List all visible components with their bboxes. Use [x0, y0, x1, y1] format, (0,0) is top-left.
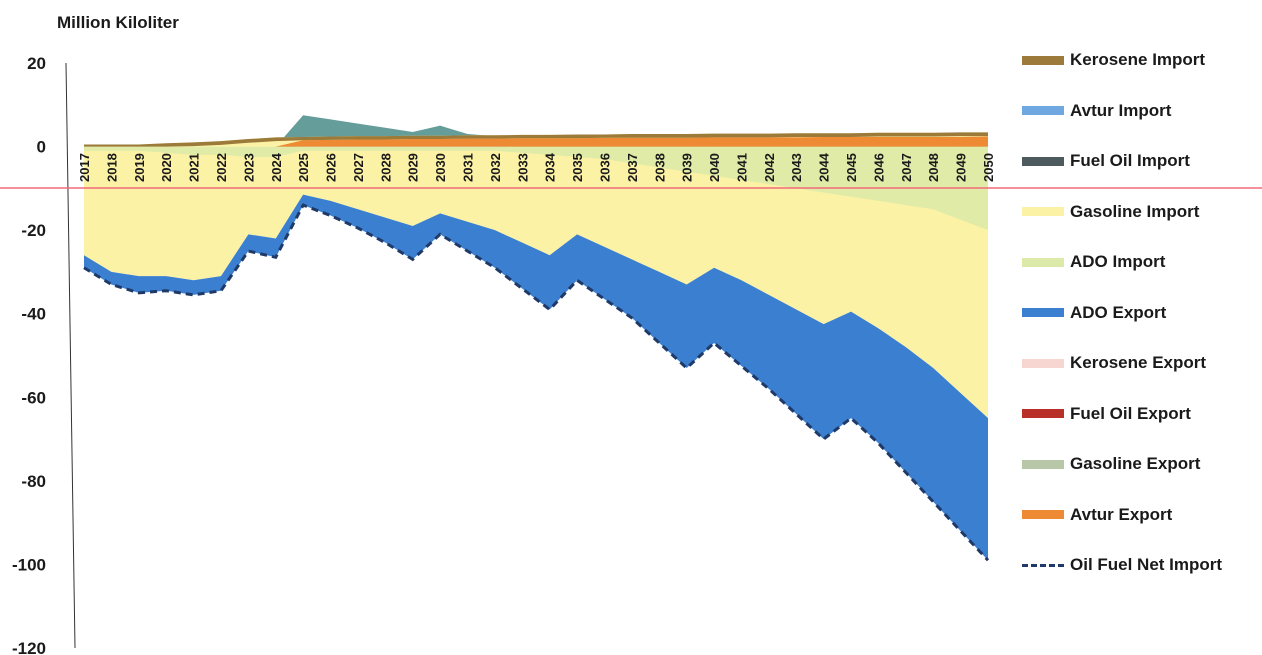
legend-swatch — [1022, 409, 1064, 418]
legend-label: Avtur Export — [1070, 504, 1173, 524]
y-tick-label: -40 — [21, 305, 46, 324]
x-tick-label: 2037 — [625, 153, 640, 182]
legend-swatch — [1022, 106, 1064, 115]
kerosene-import-area — [84, 132, 988, 147]
y-tick-label: -100 — [12, 555, 46, 574]
legend-dash-marker — [1022, 563, 1064, 567]
x-tick-label: 2044 — [817, 152, 832, 182]
x-tick-label: 2017 — [77, 153, 92, 182]
gasoline-import-area — [84, 146, 988, 419]
legend-swatch — [1022, 207, 1064, 216]
x-tick-label: 2048 — [926, 153, 941, 182]
x-tick-label: 2043 — [789, 153, 804, 182]
x-tick-label: 2027 — [351, 153, 366, 182]
x-tick-label: 2031 — [461, 153, 476, 182]
legend-item: Gasoline Export — [1022, 452, 1200, 476]
ado-import-area — [84, 146, 988, 231]
y-tick-labels: 20 0 -20 -40 -60 -80 -100 -120 — [12, 54, 46, 655]
x-tick-label: 2026 — [324, 153, 339, 182]
legend-label: ADO Import — [1070, 252, 1166, 271]
x-tick-labels: 2017 2018 2019 2020 2021 2022 2023 2024 2025 2026… — [77, 152, 996, 182]
legend-swatch — [1022, 55, 1064, 65]
legend-swatch — [1022, 308, 1064, 317]
legend-item: Fuel Oil Import — [1022, 149, 1190, 173]
legend-label: Gasoline Export — [1070, 454, 1201, 473]
legend-item: Oil Fuel Net Import — [1022, 553, 1222, 577]
legend-swatch — [1022, 156, 1064, 166]
x-tick-label: 2049 — [954, 153, 969, 182]
x-tick-label: 2032 — [488, 153, 503, 182]
legend-item: Kerosene Export — [1022, 351, 1206, 375]
x-tick-label: 2035 — [570, 153, 585, 182]
y-tick-label: 0 — [37, 138, 46, 157]
x-tick-label: 2039 — [680, 153, 695, 182]
x-tick-label: 2029 — [406, 153, 421, 182]
legend-swatch — [1022, 257, 1064, 267]
x-tick-label: 2024 — [269, 152, 284, 182]
legend-item: Avtur Export — [1022, 503, 1172, 527]
x-tick-label: 2036 — [597, 153, 612, 182]
x-tick-label: 2042 — [762, 153, 777, 182]
legend-swatch — [1022, 459, 1064, 469]
legend-item: Fuel Oil Export — [1022, 402, 1191, 426]
legend-label: Avtur Import — [1070, 100, 1172, 120]
legend-item: ADO Import — [1022, 250, 1165, 274]
legend-item: Gasoline Import — [1022, 200, 1199, 224]
y-axis-title: Million Kiloliter — [57, 13, 179, 32]
x-tick-label: 2034 — [543, 152, 558, 182]
x-tick-label: 2020 — [159, 153, 174, 182]
x-tick-label: 2046 — [871, 153, 886, 182]
x-tick-label: 2050 — [981, 153, 996, 182]
legend-label: ADO Export — [1070, 302, 1167, 322]
x-tick-label: 2047 — [899, 153, 914, 182]
legend-swatch — [1022, 358, 1064, 368]
legend-label: Fuel Oil Export — [1070, 403, 1191, 423]
x-tick-label: 2038 — [652, 153, 667, 182]
x-tick-label: 2018 — [104, 153, 119, 182]
ado-export-area — [84, 194, 988, 561]
net-import-line — [83, 203, 990, 562]
x-tick-label: 2028 — [378, 153, 393, 182]
x-tick-label: 2033 — [515, 153, 530, 182]
x-tick-label: 2040 — [707, 153, 722, 182]
legend-label: Gasoline Import — [1070, 201, 1200, 221]
x-tick-label: 2041 — [734, 153, 749, 182]
legend-label: Kerosene Export — [1070, 353, 1207, 372]
y-tick-label: -60 — [21, 388, 46, 407]
y-axis-line — [65, 62, 76, 649]
legend-item: Avtur Import — [1022, 99, 1171, 123]
x-tick-label: 2019 — [132, 153, 147, 182]
legend-label: Fuel Oil Import — [1070, 151, 1190, 170]
legend-swatch — [1022, 510, 1064, 519]
x-tick-label: 2022 — [214, 153, 229, 182]
legend-item: ADO Export — [1022, 301, 1166, 325]
x-tick-label: 2023 — [241, 153, 256, 182]
x-tick-label: 2030 — [433, 153, 448, 182]
area-layers — [65, 62, 990, 649]
legend-label: Oil Fuel Net Import — [1070, 555, 1223, 574]
legend-item: Kerosene Import — [1022, 48, 1205, 72]
y-tick-label: -20 — [21, 221, 46, 240]
x-tick-label: 2025 — [296, 153, 311, 182]
y-tick-label: -120 — [12, 639, 46, 655]
y-tick-label: 20 — [27, 54, 46, 73]
avtur-export-area — [84, 136, 988, 147]
legend-label: Kerosene Import — [1070, 50, 1206, 69]
x-tick-label: 2021 — [187, 153, 202, 182]
x-tick-label: 2045 — [844, 153, 859, 182]
y-tick-label: -80 — [21, 472, 46, 491]
